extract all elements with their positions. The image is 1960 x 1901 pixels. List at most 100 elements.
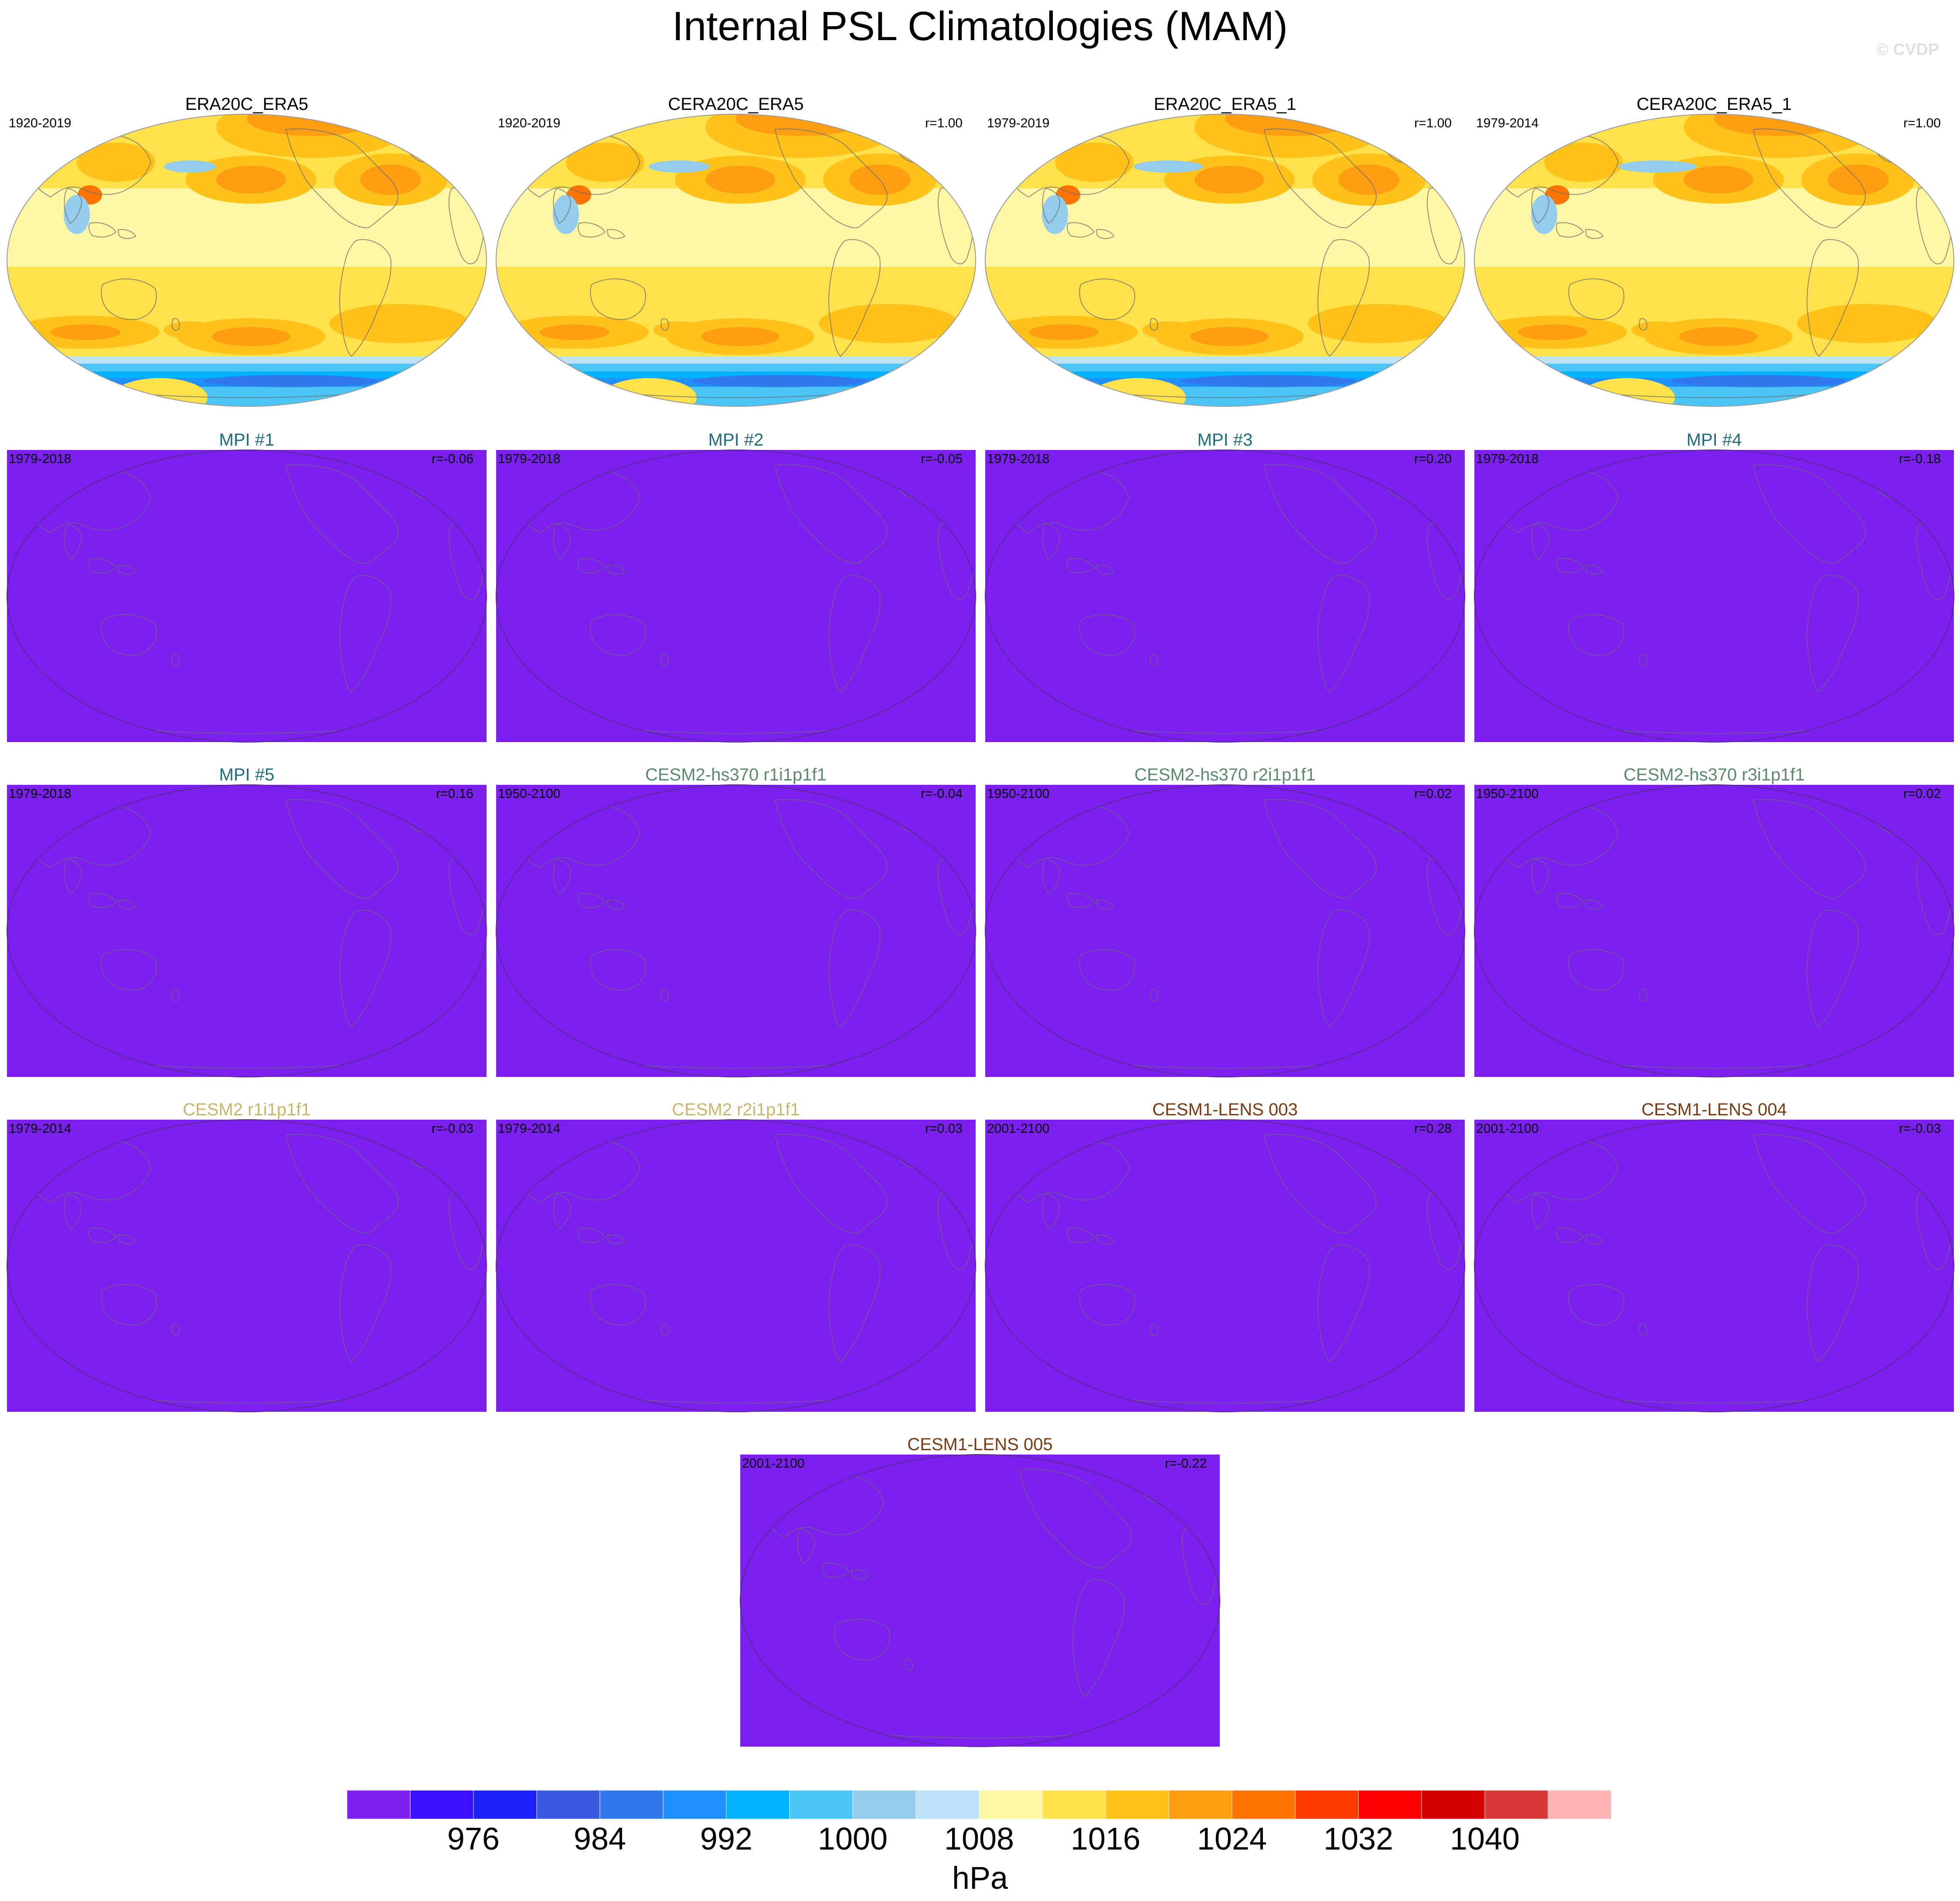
panel-period: 1979-2018 xyxy=(9,452,71,466)
psl-antarctic-high xyxy=(601,378,697,406)
psl-high-core xyxy=(1190,327,1269,346)
psl-field-fill xyxy=(7,450,487,742)
psl-north-pacific-low xyxy=(164,160,216,173)
panel-correlation: r=-0.03 xyxy=(432,1121,473,1136)
panel-correlation: r=0.02 xyxy=(1903,787,1941,801)
colorbar-tick-labels: 976 984 992 1000 1008 1016 1024 1032 1040 xyxy=(447,1822,1520,1857)
colorbar-box xyxy=(1232,1790,1296,1819)
psl-antarctic-high xyxy=(1090,378,1186,406)
psl-indian-low xyxy=(64,195,90,234)
map-panel: MPI #5 1979-2018 r=0.16 xyxy=(7,765,487,1077)
panel-period: 1950-2100 xyxy=(1476,787,1538,801)
psl-field-fill xyxy=(496,450,976,742)
map-panel: CESM1-LENS 005 2001-2100 r=-0.22 xyxy=(740,1435,1220,1747)
colorbar-box xyxy=(852,1790,916,1819)
psl-subtropical-high xyxy=(653,321,705,339)
globe-outline xyxy=(7,1119,487,1412)
psl-north-pacific-low xyxy=(1618,160,1697,173)
globe-outline xyxy=(985,114,1465,407)
colorbar-box xyxy=(1042,1790,1106,1819)
psl-north-pacific-low xyxy=(1133,160,1203,173)
colorbar-box xyxy=(347,1790,411,1819)
map-panel: CESM1-LENS 004 2001-2100 r=-0.03 xyxy=(1474,1100,1954,1412)
psl-subtropical-high xyxy=(164,321,216,339)
panel-period: 1979-2018 xyxy=(498,452,560,466)
panel-title: MPI #2 xyxy=(708,430,764,450)
panel-period: 1979-2018 xyxy=(9,787,71,801)
psl-subtropical-high xyxy=(1544,143,1623,182)
panel-title: CESM1-LENS 005 xyxy=(907,1435,1052,1454)
panel-period: 1979-2018 xyxy=(1476,452,1538,466)
panel-period: 1979-2014 xyxy=(498,1121,560,1136)
globe-outline xyxy=(985,1119,1465,1412)
panel-correlation: r=-0.18 xyxy=(1899,452,1941,466)
panel-title: MPI #5 xyxy=(219,765,275,784)
panel-title: MPI #4 xyxy=(1687,430,1742,450)
map-panel: ERA20C_ERA5 1920-2019 xyxy=(7,95,487,407)
psl-subtropical-high xyxy=(1055,143,1133,182)
colorbar-tick-label: 984 xyxy=(574,1822,626,1857)
panel-grid: ERA20C_ERA5 1920-2019 CERA20C_ERA5 1920-201… xyxy=(7,95,1954,1747)
colorbar-box xyxy=(1168,1790,1232,1819)
psl-high-core xyxy=(1679,327,1758,346)
colorbar-box xyxy=(599,1790,664,1819)
panel-correlation: r=1.00 xyxy=(925,116,963,130)
psl-subtropical-high xyxy=(1797,304,1936,343)
panel-correlation: r=0.20 xyxy=(1414,452,1452,466)
map-panel: MPI #2 1979-2018 r=-0.05 xyxy=(496,430,976,743)
panel-title: CESM2-hs370 r2i1p1f1 xyxy=(1134,765,1316,784)
panel-correlation: r=0.28 xyxy=(1414,1121,1452,1136)
panel-period: 1950-2100 xyxy=(987,787,1049,801)
panel-correlation: r=-0.04 xyxy=(921,787,963,801)
psl-high-core xyxy=(51,324,120,340)
panel-period: 2001-2100 xyxy=(1476,1121,1538,1136)
colorbar-box xyxy=(979,1790,1043,1819)
colorbar-box xyxy=(536,1790,600,1819)
panel-title: CESM1-LENS 003 xyxy=(1152,1100,1297,1119)
panel-period: 1950-2100 xyxy=(498,787,560,801)
psl-antarctic-high xyxy=(1579,378,1675,406)
psl-subtropical-high xyxy=(566,143,644,182)
colorbar-tick-label: 1024 xyxy=(1197,1822,1267,1857)
colorbar-box xyxy=(410,1790,474,1819)
panel-title: CESM1-LENS 004 xyxy=(1641,1100,1786,1119)
panel-period: 1979-2019 xyxy=(987,116,1049,130)
psl-high-core xyxy=(1518,324,1588,340)
psl-subtropical-high xyxy=(1631,321,1684,339)
colorbar-tick-label: 1008 xyxy=(944,1822,1014,1857)
globe-outline xyxy=(1474,784,1954,1077)
map-panel: CERA20C_ERA5_1 1979-2014 r=1.00 xyxy=(1474,95,1954,407)
panel-correlation: r=0.03 xyxy=(925,1121,963,1136)
panel-title: CESM2-hs370 r1i1p1f1 xyxy=(645,765,827,784)
psl-field-fill xyxy=(985,450,1465,742)
figure-title: Internal PSL Climatologies (MAM) xyxy=(672,3,1288,49)
colorbar-tick-label: 1016 xyxy=(1071,1822,1140,1857)
psl-subtropical-high xyxy=(330,304,469,343)
colorbar-box xyxy=(915,1790,980,1819)
panel-period: 1920-2019 xyxy=(498,116,560,130)
psl-indian-low xyxy=(553,195,579,234)
psl-circumpolar-trough xyxy=(692,375,867,387)
globe-outline xyxy=(1474,114,1954,407)
colorbar-box xyxy=(726,1790,790,1819)
colorbar-box xyxy=(1484,1790,1548,1819)
globe-outline xyxy=(740,1454,1220,1747)
psl-subtropical-high xyxy=(1308,304,1447,343)
map-panel: MPI #4 1979-2018 r=-0.18 xyxy=(1474,430,1954,743)
colorbar-box xyxy=(1421,1790,1485,1819)
globe-outline xyxy=(1474,1119,1954,1412)
panel-correlation: r=0.02 xyxy=(1414,787,1452,801)
panel-period: 1920-2019 xyxy=(9,116,71,130)
psl-antarctic-high xyxy=(112,378,208,406)
colorbar-box xyxy=(1358,1790,1422,1819)
globe-outline xyxy=(1474,450,1954,743)
psl-indian-low xyxy=(1531,195,1557,234)
colorbar-box xyxy=(663,1790,727,1819)
globe-outline xyxy=(7,114,487,407)
colorbar-box xyxy=(473,1790,537,1819)
psl-field-fill xyxy=(985,785,1465,1077)
colorbar-tick-label: 992 xyxy=(700,1822,752,1857)
globe-outline xyxy=(7,450,487,743)
psl-circumpolar-trough xyxy=(203,375,378,387)
